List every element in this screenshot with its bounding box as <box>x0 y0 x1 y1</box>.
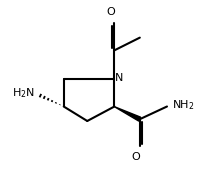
Text: H$_2$N: H$_2$N <box>12 86 35 100</box>
Text: O: O <box>132 152 141 162</box>
Polygon shape <box>114 107 141 121</box>
Text: NH$_2$: NH$_2$ <box>172 99 194 112</box>
Text: N: N <box>115 73 123 83</box>
Text: O: O <box>106 7 115 17</box>
